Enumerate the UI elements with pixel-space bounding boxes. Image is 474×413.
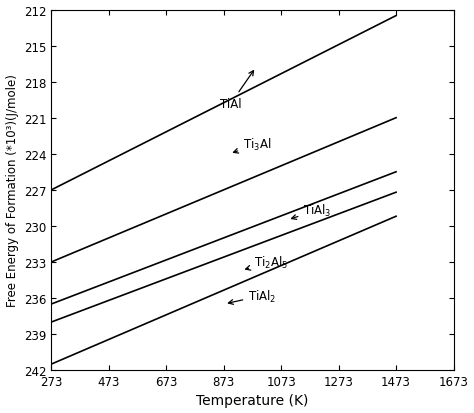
Text: Ti$_2$Al$_5$: Ti$_2$Al$_5$: [246, 254, 288, 271]
Text: TiAl$_2$: TiAl$_2$: [228, 288, 276, 304]
Text: Ti$_3$Al: Ti$_3$Al: [234, 137, 272, 154]
Text: TiAl: TiAl: [220, 71, 254, 111]
Text: TiAl$_3$: TiAl$_3$: [292, 203, 332, 220]
Y-axis label: Free Energy of Formation (*10³)(J/mole): Free Energy of Formation (*10³)(J/mole): [6, 74, 18, 306]
X-axis label: Temperature (K): Temperature (K): [196, 394, 309, 408]
